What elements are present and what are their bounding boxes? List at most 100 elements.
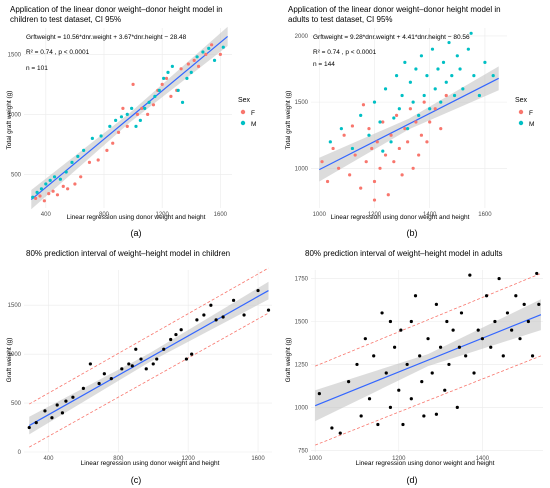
panel-b-point-m bbox=[359, 113, 363, 117]
panel-b-point-m bbox=[372, 100, 377, 104]
panel-c-point bbox=[195, 318, 199, 322]
panel-d-point bbox=[384, 371, 388, 375]
panel-b-point-m bbox=[403, 60, 407, 65]
panel-c-point bbox=[81, 386, 85, 390]
panel-c-x-axis-label: Linear regression using donor weight and… bbox=[81, 460, 220, 467]
panel-b-annotation-r2: R² = 0.74 , p < 0.0001 bbox=[313, 49, 377, 56]
panel-c-prediction-lower bbox=[29, 312, 269, 448]
panel-a-label: (a) bbox=[131, 228, 142, 238]
panel-c-point bbox=[27, 425, 31, 430]
panel-b-point-f bbox=[331, 146, 335, 151]
panel-a-point-m bbox=[90, 136, 94, 140]
panel-b-point-m bbox=[408, 80, 412, 84]
panel-b-point-m bbox=[469, 31, 473, 35]
panel-a-point-f bbox=[218, 52, 222, 57]
panel-c-x-tick-label: 400 bbox=[43, 456, 54, 462]
panel-b-point-f bbox=[359, 186, 363, 190]
panel-d-point bbox=[434, 412, 439, 416]
panel-c-x-tick-label: 800 bbox=[113, 456, 124, 462]
panel-d-point bbox=[420, 380, 424, 384]
panel-b-point-m bbox=[441, 60, 446, 65]
panel-b-point-m bbox=[450, 74, 454, 78]
panel-b-point-m bbox=[439, 100, 443, 104]
panel-c-y-tick-label: 0 bbox=[18, 450, 22, 456]
panel-b-point-m bbox=[430, 47, 435, 51]
panel-a-annotation-n: n = 101 bbox=[26, 65, 48, 72]
panel-b-legend: Sex F M bbox=[515, 97, 534, 128]
panel-b-x-axis-label: Linear regression using donor weight and… bbox=[331, 214, 470, 221]
panel-c-y-axis-label: Graft weight (g) bbox=[6, 338, 13, 383]
panel-b-x-tick-label: 1200 bbox=[368, 212, 382, 218]
panel-a-y-tick-label: 1000 bbox=[8, 112, 22, 118]
panel-d-point bbox=[455, 405, 459, 409]
panel-d-point bbox=[464, 354, 468, 358]
panel-a-point-m bbox=[147, 100, 151, 104]
panel-b-point-f bbox=[367, 126, 371, 131]
panel-a-point-f bbox=[61, 184, 65, 188]
panel-c-point bbox=[102, 372, 106, 376]
panel-d-point bbox=[397, 388, 401, 392]
panel-c-point bbox=[266, 308, 271, 312]
panel-a-point-f bbox=[121, 106, 125, 110]
panel-c-point bbox=[134, 347, 138, 351]
panel-a: Application of the linear donor weight–d… bbox=[6, 5, 256, 238]
panel-c-point bbox=[242, 313, 246, 317]
panel-d-prediction-lower bbox=[315, 355, 542, 446]
panel-c-point bbox=[139, 357, 143, 361]
panel-d-point bbox=[535, 271, 539, 276]
panel-a-title-line-2: children to test dataset, CI 95% bbox=[10, 15, 121, 24]
panel-c-y-tick-label: 500 bbox=[11, 401, 22, 407]
panel-d-point bbox=[363, 337, 367, 341]
panel-a-point-m bbox=[212, 58, 217, 63]
panel-a-point-m bbox=[114, 118, 118, 122]
panel-a-point-m bbox=[125, 112, 129, 116]
panel-a-legend-swatch-m bbox=[240, 120, 246, 126]
panel-a-legend: Sex F M bbox=[238, 97, 256, 128]
panel-d-point bbox=[472, 371, 476, 375]
panel-b-point-f bbox=[350, 124, 355, 128]
panel-b-point-m bbox=[458, 67, 462, 71]
panel-b-point-f bbox=[394, 113, 399, 117]
panel-a-legend-label-f: F bbox=[251, 110, 255, 117]
panel-b-point-f bbox=[320, 160, 324, 164]
panel-b-point-f bbox=[361, 103, 366, 107]
panel-d-point bbox=[330, 426, 334, 430]
panel-b-y-tick-label: 1500 bbox=[295, 100, 309, 106]
panel-a-legend-label-m: M bbox=[251, 121, 256, 128]
panel-c-point bbox=[88, 362, 92, 366]
panel-a-point-m bbox=[58, 177, 62, 181]
panel-d-point bbox=[418, 354, 422, 358]
panel-c-point bbox=[109, 377, 113, 381]
panel-d-point bbox=[514, 294, 518, 298]
panel-a-plot: 400 800 1200 1600 500 1000 1500 bbox=[8, 26, 232, 218]
panel-a-point-m bbox=[153, 94, 157, 98]
panel-d-point bbox=[438, 345, 443, 349]
panel-a-point-f bbox=[131, 82, 135, 86]
panel-b-point-f bbox=[372, 179, 377, 184]
panel-b-point-f bbox=[383, 153, 388, 157]
panel-a-point-m bbox=[70, 160, 74, 164]
panel-b-y-tick-label: 1000 bbox=[295, 166, 309, 172]
panel-b-point-f bbox=[370, 146, 374, 151]
panel-a-point-m bbox=[201, 50, 205, 54]
panel-b-point-f bbox=[389, 133, 393, 137]
panel-a-point-m bbox=[157, 88, 161, 92]
panel-b-point-f bbox=[378, 166, 382, 170]
panel-a-point-m bbox=[162, 76, 166, 80]
panel-c-point bbox=[162, 347, 166, 351]
panel-c-point bbox=[174, 332, 178, 337]
panel-b-point-f bbox=[439, 126, 443, 131]
panel-a-x-tick-label: 800 bbox=[99, 212, 110, 218]
panel-d-point bbox=[388, 405, 393, 409]
panel-b-point-m bbox=[381, 149, 385, 153]
panel-b-point-m bbox=[417, 113, 421, 117]
panel-d-point bbox=[422, 414, 426, 418]
panel-a-point-m bbox=[195, 55, 199, 59]
panel-b-point-m bbox=[428, 107, 432, 111]
panel-d-point bbox=[530, 354, 535, 358]
panel-a-point-f bbox=[192, 58, 196, 63]
panel-b-point-f bbox=[406, 140, 410, 144]
panel-c-point bbox=[43, 409, 47, 413]
panel-d-point bbox=[426, 337, 430, 341]
